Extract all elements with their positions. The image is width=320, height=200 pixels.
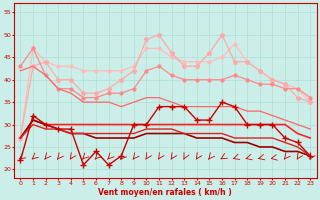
X-axis label: Vent moyen/en rafales ( km/h ): Vent moyen/en rafales ( km/h )	[99, 188, 232, 197]
